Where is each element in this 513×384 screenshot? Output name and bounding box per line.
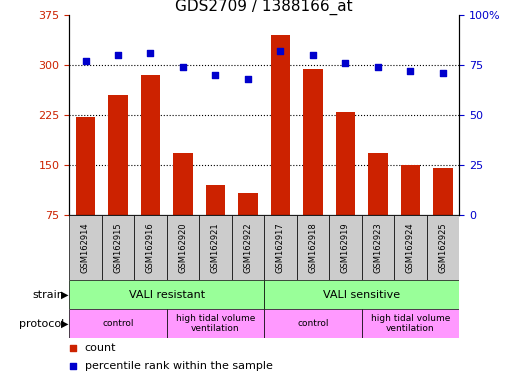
Point (179, 64, 187, 70)
Text: GSM162917: GSM162917 (276, 222, 285, 273)
Bar (206, 185, 225, 215)
Text: GSM162921: GSM162921 (211, 222, 220, 273)
Text: GSM162925: GSM162925 (439, 222, 447, 273)
Bar (264, 280, 459, 309)
Bar (232, 215, 264, 280)
Bar (141, 75, 160, 215)
Bar (102, 215, 134, 280)
Point (244, 76, 252, 82)
Point (374, 64, 382, 70)
Text: control: control (102, 319, 134, 328)
Text: GSM162916: GSM162916 (146, 222, 155, 273)
Point (439, 70, 447, 76)
Point (406, 68, 415, 74)
Text: GSM162918: GSM162918 (308, 222, 318, 273)
Bar (69, 215, 102, 280)
Point (82, 58, 90, 65)
Point (146, 50, 154, 56)
Title: GDS2709 / 1388166_at: GDS2709 / 1388166_at (175, 0, 353, 15)
Text: GSM162919: GSM162919 (341, 222, 350, 273)
Text: percentile rank within the sample: percentile rank within the sample (85, 361, 273, 371)
Bar (69, 280, 264, 309)
Point (211, 72, 220, 78)
Bar (362, 309, 459, 338)
Text: GSM162915: GSM162915 (113, 222, 123, 273)
Bar (329, 215, 362, 280)
Text: ▶: ▶ (61, 290, 68, 300)
Point (277, 48, 285, 55)
Text: GSM162924: GSM162924 (406, 222, 415, 273)
Bar (368, 153, 388, 215)
Text: high tidal volume
ventilation: high tidal volume ventilation (176, 314, 255, 333)
Point (295, 132, 304, 138)
Text: control: control (297, 319, 329, 328)
Bar (264, 215, 297, 280)
Bar (108, 95, 128, 215)
Text: VALI sensitive: VALI sensitive (323, 290, 400, 300)
Text: protocol: protocol (19, 318, 64, 329)
Bar (297, 215, 329, 280)
Text: high tidal volume
ventilation: high tidal volume ventilation (371, 314, 450, 333)
Bar (362, 215, 394, 280)
Bar (76, 117, 95, 215)
Text: count: count (85, 343, 116, 353)
Point (309, 52, 317, 58)
Bar (134, 215, 167, 280)
Bar (394, 215, 427, 280)
Bar (173, 153, 193, 215)
Text: VALI resistant: VALI resistant (129, 290, 205, 300)
Bar (238, 193, 258, 215)
Point (114, 52, 122, 58)
Bar (167, 215, 199, 280)
Bar (336, 112, 355, 215)
Text: GSM162923: GSM162923 (373, 222, 382, 273)
Point (295, 289, 304, 295)
Bar (264, 309, 362, 338)
Text: ▶: ▶ (61, 318, 68, 329)
Bar (167, 309, 264, 338)
Bar (271, 35, 290, 215)
Bar (199, 215, 232, 280)
Text: strain: strain (32, 290, 64, 300)
Bar (69, 309, 167, 338)
Bar (303, 69, 323, 215)
Text: GSM162922: GSM162922 (244, 222, 252, 273)
Bar (427, 215, 459, 280)
Bar (433, 169, 452, 215)
Bar (401, 165, 420, 215)
Text: GSM162914: GSM162914 (81, 222, 90, 273)
Text: GSM162920: GSM162920 (179, 222, 187, 273)
Point (341, 60, 349, 66)
